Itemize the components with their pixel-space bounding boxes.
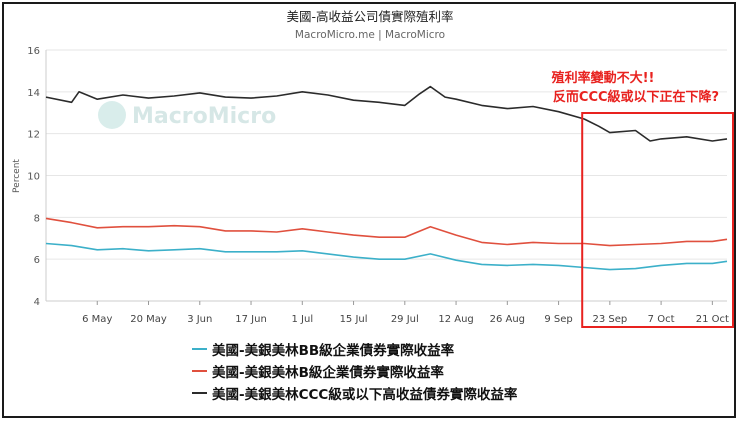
series-layer xyxy=(45,85,728,271)
y-tick-label: 10 xyxy=(27,172,40,183)
x-tick-label: 12 Aug xyxy=(438,314,473,325)
y-tick-label: 4 xyxy=(34,297,40,308)
annotation-line-2: 反而CCC級或以下正在下降? xyxy=(553,89,719,105)
watermark-text: MacroMicro xyxy=(132,104,276,129)
y-tick-label: 12 xyxy=(27,130,40,141)
legend-label-ccc: 美國-美銀美林CCC級或以下高收益債券實際收益率 xyxy=(212,387,518,403)
annotation-line-1: 殖利率變動不大!! xyxy=(551,70,655,86)
legend-swatch-b xyxy=(192,370,207,372)
legend-item-b[interactable]: 美國-美銀美林B級企業債券實際收益率 xyxy=(192,360,517,382)
legend-item-ccc[interactable]: 美國-美銀美林CCC級或以下高收益債券實際收益率 xyxy=(192,382,517,404)
chart-subtitle: MacroMicro.me | MacroMicro xyxy=(295,29,445,41)
legend-swatch-bb xyxy=(192,348,207,350)
y-tick-layer: 4 6 8 10 12 14 16 xyxy=(27,46,40,308)
x-tick-label: 3 Jun xyxy=(187,314,212,325)
legend-label-bb: 美國-美銀美林BB級企業債券實際收益率 xyxy=(212,343,455,359)
y-tick-label: 16 xyxy=(27,46,40,57)
x-tick-label: 26 Aug xyxy=(490,314,525,325)
x-tick-label: 29 Jul xyxy=(391,314,419,325)
x-tick-layer: 6 May 20 May 3 Jun 17 Jun 1 Jul 15 Jul 29 Jul 1… xyxy=(82,301,729,325)
chart-title: 美國-高收益公司債實際殖利率 xyxy=(286,9,453,24)
x-tick-label: 23 Sep xyxy=(592,314,627,325)
highlight-box xyxy=(581,112,734,328)
x-tick-label: 21 Oct xyxy=(696,314,729,325)
legend: 美國-美銀美林BB級企業債券實際收益率 美國-美銀美林B級企業債券實際收益率 美… xyxy=(192,338,517,404)
y-tick-label: 14 xyxy=(27,88,40,99)
x-tick-label: 1 Jul xyxy=(291,314,313,325)
y-tick-label: 8 xyxy=(34,213,40,224)
grid-layer xyxy=(45,49,727,302)
x-tick-label: 20 May xyxy=(130,314,167,325)
watermark: MacroMicro xyxy=(98,101,276,129)
x-tick-label: 7 Oct xyxy=(648,314,675,325)
legend-label-b: 美國-美銀美林B級企業債券實際收益率 xyxy=(212,365,444,381)
series-line-0 xyxy=(45,242,728,271)
y-tick-label: 6 xyxy=(34,255,40,266)
legend-item-bb[interactable]: 美國-美銀美林BB級企業債券實際收益率 xyxy=(192,338,517,360)
series-line-2 xyxy=(45,85,728,142)
x-tick-label: 17 Jun xyxy=(235,314,267,325)
x-tick-label: 6 May xyxy=(82,314,112,325)
y-axis-label: Percent xyxy=(12,159,22,193)
watermark-logo-icon xyxy=(98,101,126,129)
series-line-1 xyxy=(45,217,728,247)
x-tick-label: 15 Jul xyxy=(340,314,368,325)
x-tick-label: 9 Sep xyxy=(544,314,572,325)
chart-frame xyxy=(2,2,736,418)
legend-swatch-ccc xyxy=(192,392,207,394)
